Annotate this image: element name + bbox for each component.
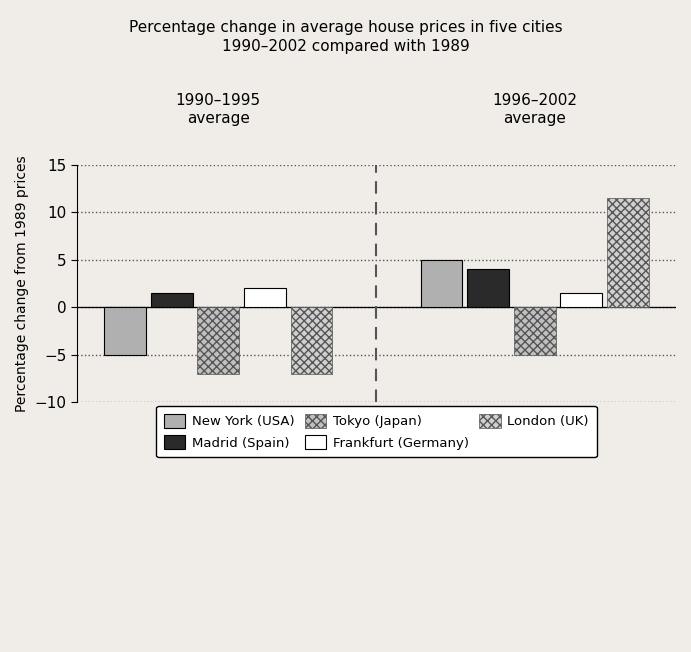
Bar: [467, 269, 509, 307]
Legend: New York (USA), Madrid (Spain), Tokyo (Japan), Frankfurt (Germany), London (UK): New York (USA), Madrid (Spain), Tokyo (J…: [156, 406, 596, 458]
Bar: [151, 293, 193, 307]
Text: Percentage change in average house prices in five cities
1990–2002 compared with: Percentage change in average house price…: [129, 20, 562, 54]
Text: 1996–2002
average: 1996–2002 average: [492, 93, 577, 126]
Text: 1990–1995
average: 1990–1995 average: [176, 93, 261, 126]
Bar: [560, 293, 602, 307]
Bar: [514, 307, 556, 355]
Bar: [421, 259, 462, 307]
Bar: [198, 307, 239, 374]
Bar: [607, 198, 649, 307]
Bar: [290, 307, 332, 374]
Bar: [104, 307, 146, 355]
Bar: [244, 288, 285, 307]
Y-axis label: Percentage change from 1989 prices: Percentage change from 1989 prices: [15, 155, 29, 411]
